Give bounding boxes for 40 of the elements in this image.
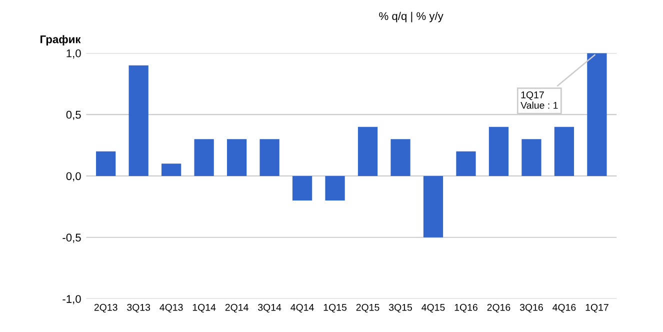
bar <box>554 126 574 176</box>
bar <box>423 176 444 238</box>
x-tick-label: 1Q16 <box>454 304 478 313</box>
x-tick-label: 1Q17 <box>586 304 608 313</box>
x-tick-label: 2Q15 <box>356 304 380 313</box>
x-tick-label: 2Q13 <box>94 304 118 313</box>
bar <box>226 139 247 176</box>
x-tick-label: 2Q16 <box>487 304 510 313</box>
bar <box>194 139 214 176</box>
y-tick-label: -1,0 <box>62 295 81 304</box>
x-tick-label: 4Q14 <box>290 304 314 313</box>
y-tick-label: 1,0 <box>66 49 81 59</box>
x-tick-label: 3Q14 <box>258 304 282 313</box>
x-tick-label: 1Q15 <box>324 304 347 313</box>
x-tick-label: 4Q15 <box>422 304 445 313</box>
y-tick-label: -0,5 <box>62 234 81 243</box>
x-tick-label: 3Q16 <box>520 304 543 313</box>
x-tick-label: 4Q16 <box>552 304 576 313</box>
x-tick-label: 1Q14 <box>192 304 216 313</box>
x-tick-label: 3Q15 <box>388 304 412 313</box>
x-tick-label: 3Q13 <box>127 304 150 313</box>
chart-subtitle: % q/q | % y/y <box>379 12 444 22</box>
bar <box>456 151 476 176</box>
y-tick-label: 0,5 <box>66 110 81 120</box>
chart-title: График <box>40 35 81 46</box>
bar <box>358 126 378 176</box>
bar <box>522 139 542 176</box>
bar <box>587 53 607 176</box>
y-tick-label: 0,0 <box>66 172 81 182</box>
bar <box>325 176 345 201</box>
bar <box>96 151 116 176</box>
annotation: 1Q17 Value : 1 <box>520 91 558 109</box>
x-tick-label: 2Q14 <box>225 304 248 313</box>
bar <box>260 139 280 176</box>
bar <box>390 139 410 176</box>
bar <box>292 176 312 201</box>
x-tick-label: 4Q13 <box>160 304 183 313</box>
bar <box>128 65 148 176</box>
bar <box>161 164 182 176</box>
bar <box>488 126 509 176</box>
